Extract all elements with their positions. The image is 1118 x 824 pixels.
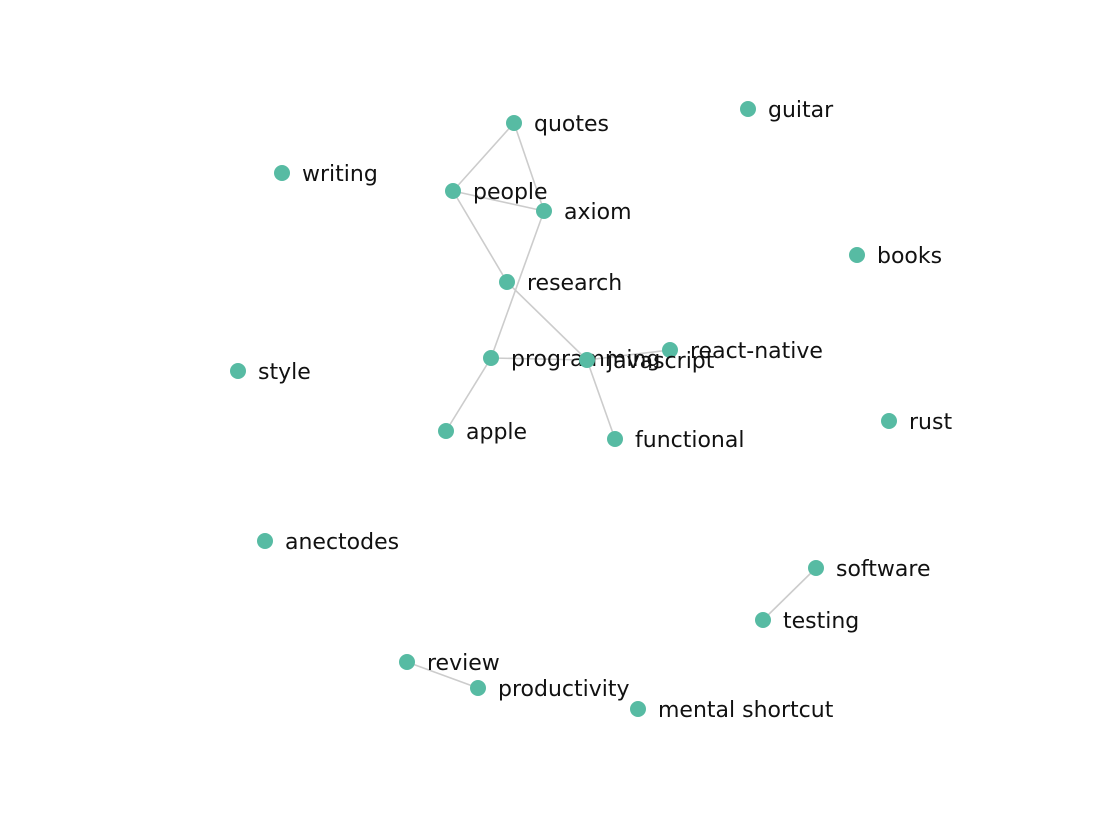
node-label-testing[interactable]: testing bbox=[783, 609, 859, 634]
node-dot-review[interactable] bbox=[399, 654, 415, 670]
node-dot-rust[interactable] bbox=[881, 413, 897, 429]
node-software[interactable]: software bbox=[808, 557, 930, 582]
node-axiom[interactable]: axiom bbox=[536, 200, 632, 225]
node-label-apple[interactable]: apple bbox=[466, 420, 527, 445]
node-label-javascript[interactable]: javascript bbox=[606, 349, 715, 374]
node-label-react-native[interactable]: react-native bbox=[690, 339, 823, 364]
node-dot-mental-shortcut[interactable] bbox=[630, 701, 646, 717]
edge-javascript-react-native bbox=[586, 349, 671, 361]
node-label-quotes[interactable]: quotes bbox=[534, 112, 609, 137]
node-quotes[interactable]: quotes bbox=[506, 112, 609, 137]
node-people[interactable]: people bbox=[445, 180, 548, 205]
node-review[interactable]: review bbox=[399, 651, 500, 676]
node-dot-people[interactable] bbox=[445, 183, 461, 199]
node-dot-style[interactable] bbox=[230, 363, 246, 379]
edge-quotes-people bbox=[452, 122, 515, 192]
node-dot-research[interactable] bbox=[499, 274, 515, 290]
node-react-native[interactable]: react-native bbox=[662, 339, 823, 364]
edge-programming-javascript bbox=[490, 357, 588, 361]
node-label-guitar[interactable]: guitar bbox=[768, 98, 834, 123]
edge-javascript-functional bbox=[586, 359, 616, 440]
node-label-review[interactable]: review bbox=[427, 651, 500, 676]
node-style[interactable]: style bbox=[230, 360, 311, 385]
node-label-productivity[interactable]: productivity bbox=[498, 677, 630, 702]
node-label-anectodes[interactable]: anectodes bbox=[285, 530, 399, 555]
edge-people-research bbox=[452, 190, 508, 283]
node-label-axiom[interactable]: axiom bbox=[564, 200, 632, 225]
node-dot-anectodes[interactable] bbox=[257, 533, 273, 549]
node-dot-react-native[interactable] bbox=[662, 342, 678, 358]
node-anectodes[interactable]: anectodes bbox=[257, 530, 399, 555]
node-research[interactable]: research bbox=[499, 271, 622, 296]
node-label-writing[interactable]: writing bbox=[302, 162, 378, 187]
node-dot-javascript[interactable] bbox=[579, 352, 595, 368]
node-label-style[interactable]: style bbox=[258, 360, 311, 385]
node-dot-functional[interactable] bbox=[607, 431, 623, 447]
node-dot-guitar[interactable] bbox=[740, 101, 756, 117]
node-dot-apple[interactable] bbox=[438, 423, 454, 439]
node-label-research[interactable]: research bbox=[527, 271, 622, 296]
node-dot-writing[interactable] bbox=[274, 165, 290, 181]
edge-programming-apple bbox=[445, 357, 492, 432]
edges-layer bbox=[406, 122, 817, 689]
node-dot-axiom[interactable] bbox=[536, 203, 552, 219]
node-productivity[interactable]: productivity bbox=[470, 677, 630, 702]
edge-research-javascript bbox=[506, 281, 588, 361]
node-guitar[interactable]: guitar bbox=[740, 98, 834, 123]
node-label-software[interactable]: software bbox=[836, 557, 930, 582]
node-label-functional[interactable]: functional bbox=[635, 428, 744, 453]
edge-quotes-axiom bbox=[513, 122, 545, 212]
node-label-rust[interactable]: rust bbox=[909, 410, 952, 435]
node-testing[interactable]: testing bbox=[755, 609, 859, 634]
node-dot-productivity[interactable] bbox=[470, 680, 486, 696]
node-label-books[interactable]: books bbox=[877, 244, 942, 269]
nodes-layer: quotes guitar writing people axiom books resea… bbox=[230, 98, 952, 723]
edge-people-axiom bbox=[452, 190, 545, 212]
node-rust[interactable]: rust bbox=[881, 410, 952, 435]
node-books[interactable]: books bbox=[849, 244, 942, 269]
node-apple[interactable]: apple bbox=[438, 420, 527, 445]
edge-software-testing bbox=[762, 567, 817, 621]
node-dot-testing[interactable] bbox=[755, 612, 771, 628]
node-writing[interactable]: writing bbox=[274, 162, 378, 187]
node-dot-books[interactable] bbox=[849, 247, 865, 263]
node-functional[interactable]: functional bbox=[607, 428, 744, 453]
node-label-people[interactable]: people bbox=[473, 180, 548, 205]
node-dot-programming[interactable] bbox=[483, 350, 499, 366]
edge-axiom-programming bbox=[490, 210, 545, 359]
node-dot-software[interactable] bbox=[808, 560, 824, 576]
node-mental-shortcut[interactable]: mental shortcut bbox=[630, 698, 834, 723]
node-label-mental-shortcut[interactable]: mental shortcut bbox=[658, 698, 834, 723]
node-javascript[interactable]: javascript bbox=[579, 349, 715, 374]
node-dot-quotes[interactable] bbox=[506, 115, 522, 131]
edge-review-productivity bbox=[406, 661, 479, 689]
